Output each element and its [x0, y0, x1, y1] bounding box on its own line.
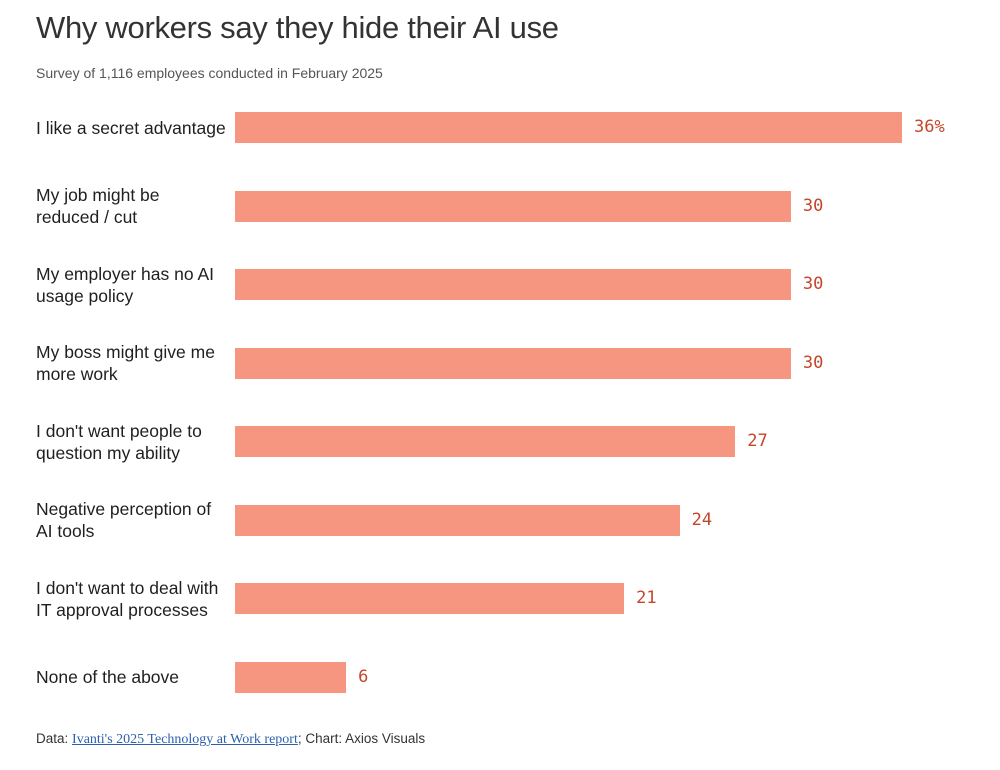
value-label: 30 — [802, 195, 824, 216]
bar — [235, 661, 347, 693]
source-link[interactable]: Ivanti's 2025 Technology at Work report — [72, 732, 298, 747]
category-label: None of the above — [36, 667, 180, 687]
bar — [235, 347, 791, 379]
category-label: My job might be reduced / cut — [36, 185, 160, 227]
bar — [235, 426, 736, 457]
bar — [235, 190, 791, 222]
footer-prefix: Data: — [36, 731, 73, 746]
value-label: 30 — [802, 274, 824, 294]
value-label: 21 — [636, 588, 657, 608]
bar — [235, 504, 680, 536]
bar — [235, 583, 625, 614]
value-label: 6 — [358, 666, 369, 687]
category-label: I don't want people to question my abili… — [36, 420, 202, 463]
value-label: 24 — [691, 509, 713, 530]
category-label: I like a secret advantage — [36, 117, 226, 138]
footer-suffix: ; Chart: Axios Visuals — [297, 731, 426, 746]
category-label: My employer has no AI usage policy — [36, 263, 214, 306]
value-label: 36% — [914, 117, 945, 137]
chart-title: Why workers say they hide their AI use — [36, 10, 559, 45]
bar — [235, 269, 791, 300]
category-label: My boss might give me more work — [36, 342, 215, 384]
category-label: I don't want to deal with IT approval pr… — [36, 577, 219, 620]
value-label: 30 — [802, 352, 824, 373]
category-label: Negative perception of AI tools — [36, 499, 212, 541]
source-footer: Data: Ivanti's 2025 Technology at Work r… — [36, 731, 425, 748]
chart-subtitle: Survey of 1,116 employees conducted in F… — [36, 65, 383, 81]
bar — [235, 112, 902, 143]
value-label: 27 — [747, 431, 768, 451]
